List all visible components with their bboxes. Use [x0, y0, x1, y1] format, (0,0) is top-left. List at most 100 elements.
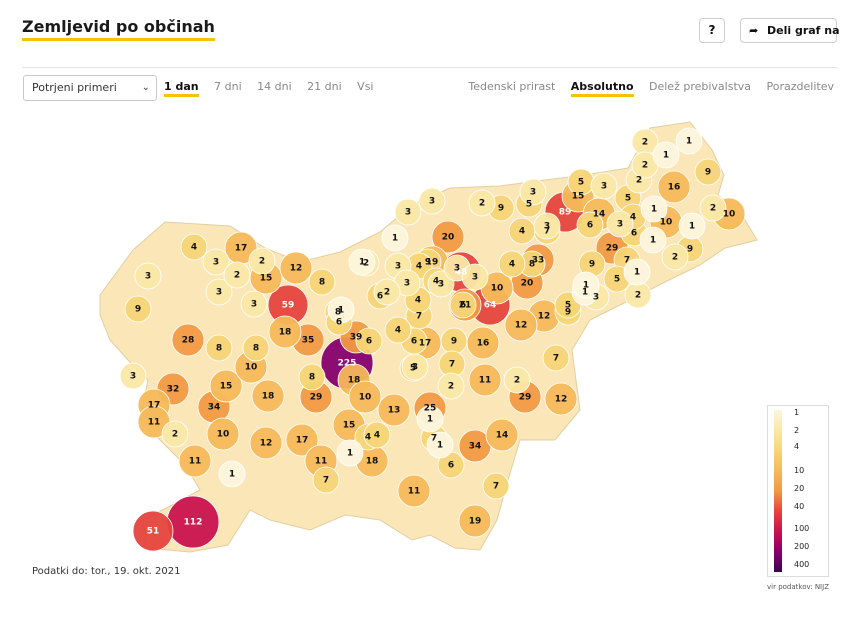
municipality-area[interactable] — [606, 210, 634, 238]
municipality-area[interactable] — [308, 268, 336, 296]
municipality-value-label: 21 — [459, 301, 472, 311]
municipality-area[interactable] — [503, 366, 531, 394]
municipality-area[interactable] — [401, 353, 429, 381]
municipality-area[interactable] — [482, 472, 510, 500]
tab-period-14-days[interactable]: 14 dni — [257, 80, 292, 93]
municipality-value-label: 225 — [338, 359, 357, 369]
municipality-value-label: 12 — [515, 321, 528, 331]
municipality-area[interactable] — [355, 327, 383, 355]
municipality-value-label: 1 — [392, 234, 398, 244]
municipality-value-label: 17 — [296, 436, 309, 446]
municipality-area[interactable] — [206, 417, 240, 451]
municipality-area[interactable] — [640, 195, 668, 223]
municipality-area[interactable] — [218, 460, 246, 488]
municipality-area[interactable] — [416, 405, 444, 433]
municipality-area[interactable] — [363, 421, 391, 449]
municipality-area[interactable] — [132, 510, 174, 552]
tab-period-21-days[interactable]: 21 dni — [307, 80, 342, 93]
municipality-area[interactable] — [381, 224, 409, 252]
municipality-area[interactable] — [485, 418, 519, 452]
municipality-area[interactable] — [652, 141, 680, 169]
municipality-area[interactable] — [223, 261, 251, 289]
municipality-area[interactable] — [348, 248, 376, 276]
municipality-area[interactable] — [694, 158, 722, 186]
municipality-area[interactable] — [124, 295, 152, 323]
municipality-area[interactable] — [661, 243, 689, 271]
municipality-area[interactable] — [209, 369, 243, 403]
municipality-area[interactable] — [533, 212, 561, 240]
municipality-area[interactable] — [327, 296, 355, 324]
municipality-area[interactable] — [542, 344, 570, 372]
municipality-area[interactable] — [426, 431, 454, 459]
municipality-area[interactable] — [699, 194, 727, 222]
municipality-area[interactable] — [572, 271, 600, 299]
municipality-area[interactable] — [285, 423, 319, 457]
municipality-value-label: 9 — [705, 168, 711, 178]
municipality-value-label: 6 — [448, 461, 454, 471]
municipality-value-label: 19 — [469, 517, 482, 527]
tab-population-share[interactable]: Delež prebivalstva — [649, 80, 752, 93]
municipality-area[interactable] — [202, 248, 230, 276]
municipality-value-label: 8 — [335, 308, 341, 318]
municipality-area[interactable] — [498, 250, 526, 278]
municipality-area[interactable] — [431, 220, 465, 254]
metric-select[interactable]: Potrjeni primeri ⌄ — [23, 75, 157, 101]
municipality-area[interactable] — [427, 270, 455, 298]
municipality-area[interactable] — [468, 363, 502, 397]
tab-weekly-growth[interactable]: Tedenski prirast — [468, 80, 556, 93]
municipality-area[interactable] — [397, 474, 431, 508]
municipality-area[interactable] — [178, 444, 212, 478]
municipality-area[interactable] — [504, 308, 538, 342]
share-button[interactable]: ➦ Deli graf na — [740, 18, 840, 43]
municipality-area[interactable] — [248, 247, 276, 275]
municipality-area[interactable] — [519, 178, 547, 206]
municipality-area[interactable] — [458, 504, 492, 538]
municipality-area[interactable] — [394, 198, 422, 226]
tab-period-1-day[interactable]: 1 dan — [164, 80, 199, 97]
municipality-area[interactable] — [449, 291, 477, 319]
municipality-area[interactable] — [279, 251, 313, 285]
municipality-area[interactable] — [377, 393, 411, 427]
municipality-area[interactable] — [240, 290, 268, 318]
municipality-area[interactable] — [437, 372, 465, 400]
municipality-value-label: 6 — [336, 318, 342, 328]
municipality-area[interactable] — [312, 466, 340, 494]
municipality-area[interactable] — [119, 362, 147, 390]
municipality-area[interactable] — [205, 278, 233, 306]
municipality-area[interactable] — [678, 212, 706, 240]
municipality-area[interactable] — [657, 170, 691, 204]
municipality-area[interactable] — [675, 127, 703, 155]
municipality-area[interactable] — [161, 420, 189, 448]
municipality-area[interactable] — [544, 382, 578, 416]
municipality-area[interactable] — [249, 426, 283, 460]
municipality-area[interactable] — [468, 189, 496, 217]
municipality-area[interactable] — [590, 172, 618, 200]
tab-period-7-days[interactable]: 7 dni — [214, 80, 242, 93]
municipality-area[interactable] — [461, 263, 489, 291]
municipality-area[interactable] — [298, 363, 326, 391]
tab-period-all[interactable]: Vsi — [357, 80, 374, 93]
municipality-area[interactable] — [373, 278, 401, 306]
municipality-area[interactable] — [205, 334, 233, 362]
municipality-area[interactable] — [171, 323, 205, 357]
municipality-area[interactable] — [384, 316, 412, 344]
municipality-area[interactable] — [268, 315, 302, 349]
tab-distribution[interactable]: Porazdelitev — [766, 80, 834, 93]
help-button[interactable]: ? — [699, 18, 725, 43]
tab-absolute[interactable]: Absolutno — [570, 80, 634, 97]
municipality-area[interactable] — [336, 439, 364, 467]
municipality-value-label: 9 — [589, 260, 595, 270]
municipality-value-label: 11 — [315, 457, 328, 467]
municipality-area[interactable] — [639, 226, 667, 254]
municipality-area[interactable] — [242, 334, 270, 362]
municipality-area[interactable] — [251, 379, 285, 413]
municipality-value-label: 3 — [429, 197, 435, 207]
municipality-area[interactable] — [623, 258, 651, 286]
municipality-area[interactable] — [418, 187, 446, 215]
municipality-area[interactable] — [134, 262, 162, 290]
municipality-area[interactable] — [180, 233, 208, 261]
municipality-area[interactable] — [576, 211, 604, 239]
municipality-value-label: 6 — [411, 337, 417, 347]
municipality-area[interactable] — [348, 380, 382, 414]
